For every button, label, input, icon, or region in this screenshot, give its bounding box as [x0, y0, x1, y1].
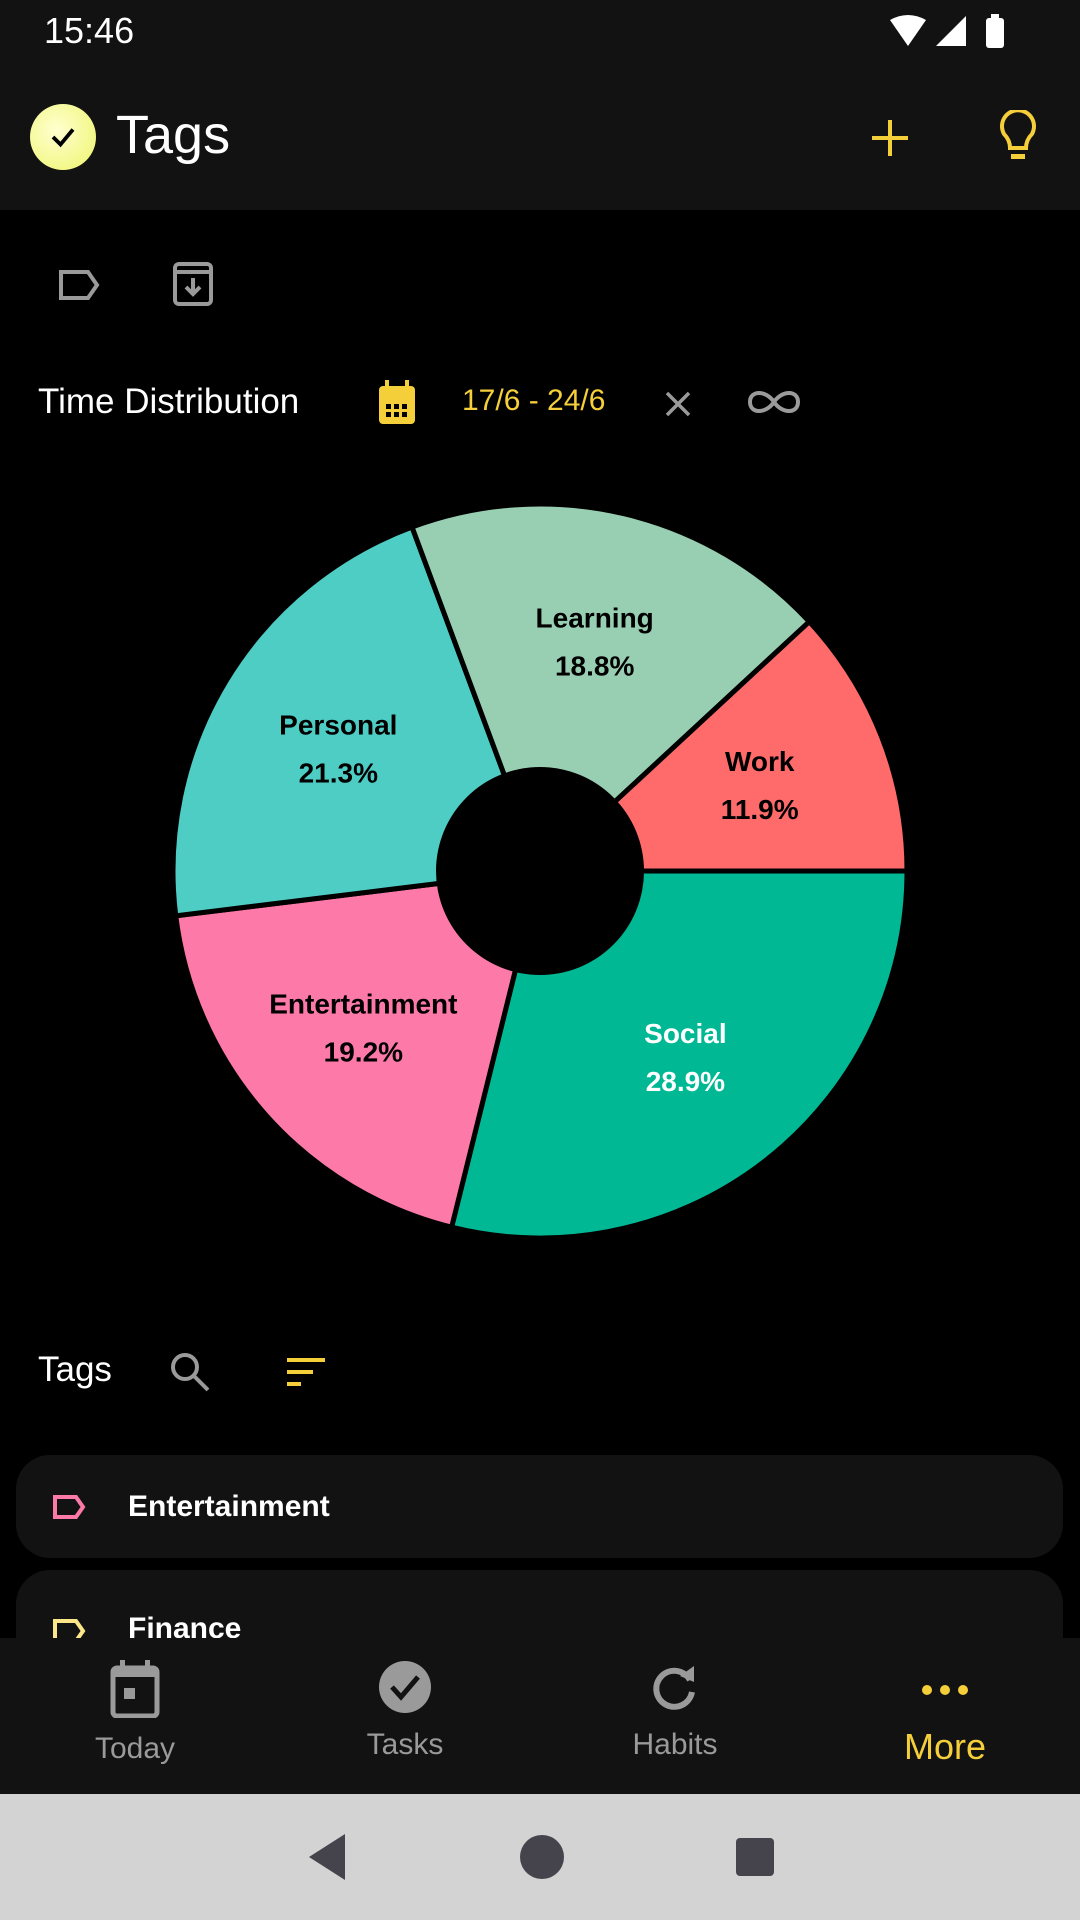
status-time: 15:46: [44, 10, 135, 51]
slice-category-label: Personal: [279, 709, 397, 740]
check-icon: [51, 128, 75, 148]
all-time-button[interactable]: [744, 380, 804, 424]
slice-percent-label: 19.2%: [324, 1036, 403, 1067]
app-logo: [30, 104, 96, 170]
signal-icon: [936, 16, 966, 46]
nav-label: More: [903, 1726, 987, 1767]
search-icon: [171, 1353, 210, 1392]
slice-percent-label: 21.3%: [299, 757, 378, 788]
slice-category-label: Social: [644, 1018, 726, 1049]
date-range[interactable]: 17/6 - 24/6: [462, 384, 606, 417]
tags-view-button[interactable]: [54, 262, 104, 308]
home-icon[interactable]: [519, 1834, 565, 1880]
search-button[interactable]: [164, 1346, 216, 1398]
system-navigation-bar: [0, 1794, 1080, 1920]
tag-name: Finance: [128, 1612, 242, 1638]
archive-icon: [173, 262, 213, 306]
sort-icon: [287, 1358, 325, 1386]
add-button[interactable]: [860, 108, 920, 168]
idea-button[interactable]: [988, 108, 1048, 168]
plus-icon: [872, 120, 908, 156]
wifi-icon: [890, 15, 926, 46]
nav-label: Habits: [632, 1728, 718, 1761]
more-dots-icon: [922, 1685, 968, 1695]
sort-button[interactable]: [280, 1348, 332, 1396]
tag-icon: [53, 1619, 86, 1638]
slice-percent-label: 28.9%: [646, 1066, 725, 1097]
pie-slice-entertainment: [172, 868, 544, 1231]
check-circle-icon: [379, 1661, 431, 1713]
page-title: Tags: [116, 105, 231, 165]
nav-today[interactable]: Today: [0, 1638, 270, 1794]
tag-icon: [53, 1494, 86, 1519]
tag-list-item[interactable]: Finance: [16, 1570, 1063, 1638]
date-picker-button[interactable]: [374, 378, 420, 428]
nav-habits[interactable]: Habits: [540, 1638, 810, 1794]
close-icon: [665, 391, 691, 417]
lightbulb-icon: [1000, 110, 1036, 159]
status-bar: 15:46: [0, 0, 1080, 70]
slice-percent-label: 18.8%: [555, 650, 634, 681]
tag-outline-icon: [59, 270, 100, 300]
tag-list-item[interactable]: Entertainment: [16, 1455, 1063, 1558]
calendar-today-icon: [110, 1660, 160, 1718]
recents-icon[interactable]: [735, 1837, 775, 1877]
nav-label: Today: [94, 1732, 176, 1765]
pie-slice-personal: [170, 523, 544, 919]
time-distribution-title: Time Distribution: [38, 382, 300, 421]
donut-hole: [436, 767, 644, 975]
slice-category-label: Learning: [536, 602, 654, 633]
bottom-navigation: Today Tasks Habits More: [0, 1638, 1080, 1794]
slice-percent-label: 11.9%: [721, 794, 799, 825]
calendar-icon: [379, 380, 415, 424]
archive-button[interactable]: [168, 258, 218, 310]
tags-section-title: Tags: [38, 1350, 112, 1389]
back-icon[interactable]: [305, 1832, 349, 1882]
status-icons: [890, 14, 1004, 48]
clear-date-button[interactable]: [658, 384, 698, 424]
slice-category-label: Work: [725, 746, 795, 777]
time-distribution-pie-chart: Social 28.9% Entertainment 19.2% Personal 21.…: [170, 501, 910, 1241]
tag-name: Entertainment: [128, 1489, 330, 1523]
slice-category-label: Entertainment: [269, 988, 457, 1019]
battery-icon: [986, 18, 1004, 48]
nav-more[interactable]: More: [810, 1638, 1080, 1794]
nav-label: Tasks: [366, 1728, 444, 1761]
refresh-icon: [653, 1666, 695, 1710]
infinity-icon: [747, 391, 801, 413]
pie-slice-work: [533, 618, 910, 874]
nav-tasks[interactable]: Tasks: [270, 1638, 540, 1794]
